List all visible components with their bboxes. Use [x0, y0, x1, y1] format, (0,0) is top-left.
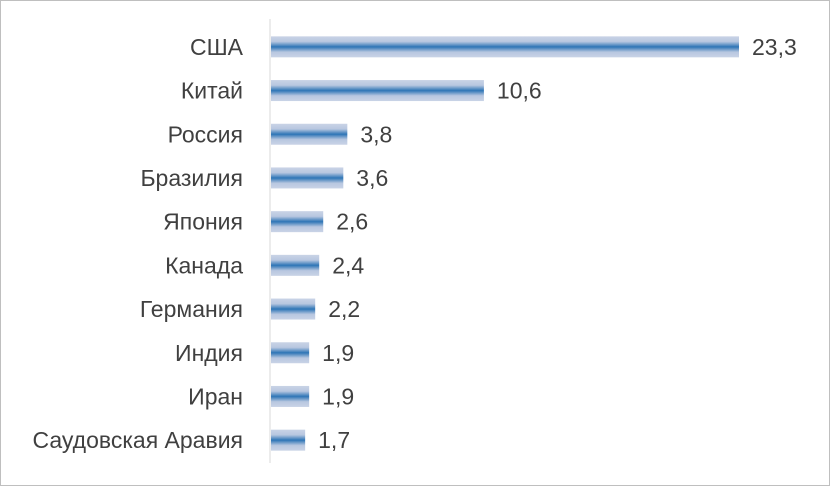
category-label-0: США	[190, 34, 244, 60]
category-label-7: Индия	[175, 340, 243, 366]
bar-4	[271, 211, 324, 233]
value-label-8: 1,9	[322, 383, 354, 409]
value-label-0: 23,3	[752, 34, 797, 60]
bar-7	[271, 342, 310, 364]
value-label-4: 2,6	[336, 209, 368, 235]
category-label-1: Китай	[181, 78, 243, 104]
category-label-2: Россия	[168, 121, 243, 147]
value-label-2: 3,8	[360, 121, 392, 147]
category-label-5: Канада	[165, 252, 243, 278]
bar-9	[271, 429, 306, 451]
category-label-6: Германия	[140, 296, 243, 322]
bar-8	[271, 385, 310, 407]
category-label-3: Бразилия	[140, 165, 243, 191]
category-label-9: Саудовская Аравия	[33, 427, 243, 453]
category-label-4: Япония	[163, 209, 243, 235]
bar-1	[271, 80, 484, 102]
value-label-9: 1,7	[318, 427, 350, 453]
bar-5	[271, 254, 320, 276]
bar-0	[271, 36, 739, 58]
category-label-8: Иран	[188, 383, 243, 409]
bar-3	[271, 167, 344, 189]
value-label-1: 10,6	[497, 78, 542, 104]
value-label-7: 1,9	[322, 340, 354, 366]
value-label-3: 3,6	[356, 165, 388, 191]
value-label-6: 2,2	[328, 296, 360, 322]
value-label-5: 2,4	[332, 252, 364, 278]
bar-2	[271, 123, 348, 145]
bars-group: США 23,3 Китай 10,6 Россия 3,8 Бразилия 3,6 Япон…	[33, 34, 797, 453]
bar-6	[271, 298, 316, 320]
